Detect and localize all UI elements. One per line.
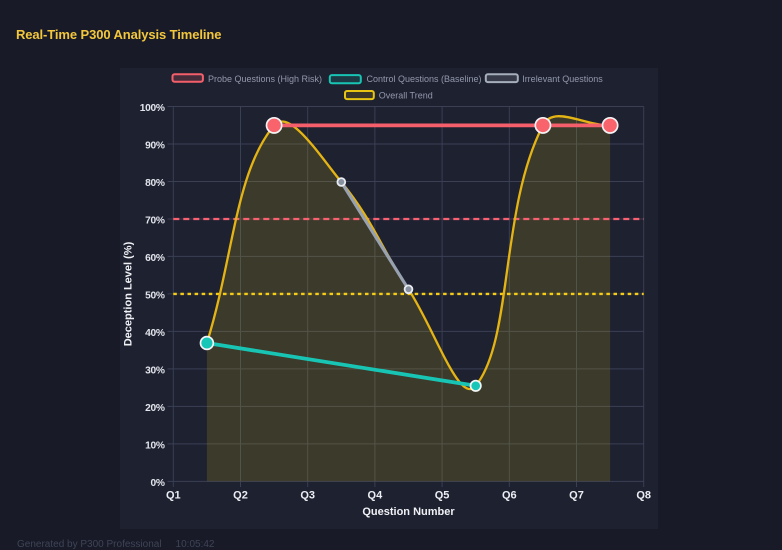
svg-text:Q8: Q8 <box>636 490 651 502</box>
svg-text:90%: 90% <box>145 141 165 152</box>
svg-text:100%: 100% <box>140 103 165 114</box>
svg-text:Probe Questions (High Risk): Probe Questions (High Risk) <box>208 74 322 84</box>
svg-text:80%: 80% <box>145 178 165 189</box>
svg-text:Control Questions (Baseline): Control Questions (Baseline) <box>367 74 482 84</box>
svg-text:Q6: Q6 <box>502 490 517 502</box>
svg-text:50%: 50% <box>145 290 165 301</box>
svg-text:0%: 0% <box>150 478 164 489</box>
svg-text:70%: 70% <box>145 216 165 227</box>
svg-text:Irrelevant Questions: Irrelevant Questions <box>522 74 603 84</box>
svg-text:60%: 60% <box>145 253 165 264</box>
svg-text:20%: 20% <box>145 403 165 414</box>
svg-text:Q1: Q1 <box>166 490 181 502</box>
svg-text:Q3: Q3 <box>300 490 315 502</box>
svg-text:30%: 30% <box>145 365 165 376</box>
svg-text:Q4: Q4 <box>368 490 384 502</box>
svg-text:Q7: Q7 <box>569 490 584 502</box>
svg-text:10%: 10% <box>145 440 165 451</box>
svg-text:Q2: Q2 <box>233 490 248 502</box>
svg-text:Deception Level (%): Deception Level (%) <box>123 241 135 346</box>
svg-text:Q5: Q5 <box>435 490 450 502</box>
svg-text:40%: 40% <box>145 328 165 339</box>
svg-text:Overall Trend: Overall Trend <box>379 91 433 101</box>
svg-text:Question Number: Question Number <box>362 506 455 518</box>
